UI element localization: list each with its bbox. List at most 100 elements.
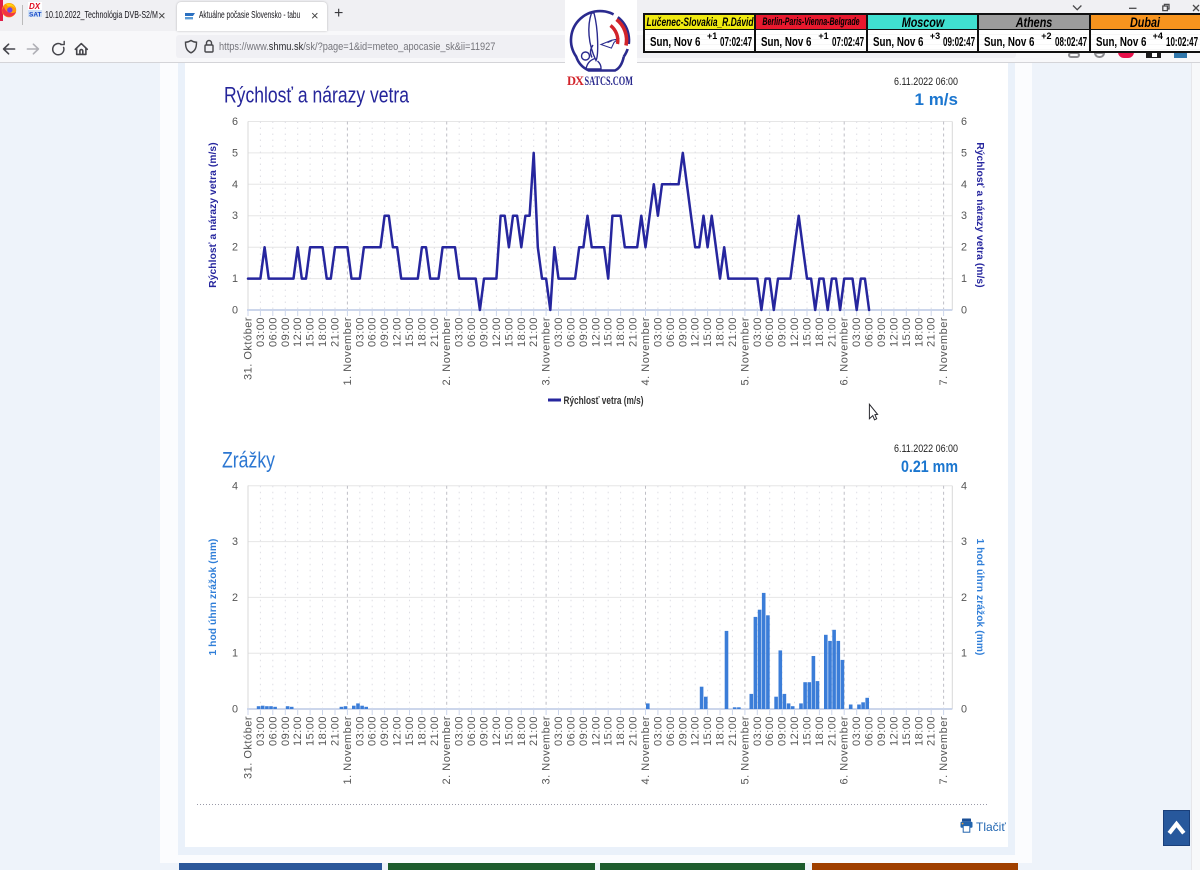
svg-text:03:00: 03:00 <box>652 716 664 746</box>
svg-text:12:00: 12:00 <box>789 716 801 746</box>
svg-text:09:00: 09:00 <box>578 716 590 746</box>
svg-text:3: 3 <box>961 536 967 548</box>
svg-text:1. November: 1. November <box>342 317 354 385</box>
svg-text:09:00: 09:00 <box>777 317 789 347</box>
svg-text:3: 3 <box>232 536 238 548</box>
svg-text:15:00: 15:00 <box>702 317 714 347</box>
svg-text:09:00: 09:00 <box>876 716 888 746</box>
svg-text:1 hod úhrn zrážok (mm): 1 hod úhrn zrážok (mm) <box>974 538 985 655</box>
svg-text:15:00: 15:00 <box>503 716 515 746</box>
svg-text:15:00: 15:00 <box>603 716 615 746</box>
svg-text:4. November: 4. November <box>640 317 652 385</box>
svg-text:DX: DX <box>29 2 41 11</box>
svg-text:21:00: 21:00 <box>528 317 540 347</box>
svg-text:12:00: 12:00 <box>888 317 900 347</box>
svg-text:21:00: 21:00 <box>429 716 441 746</box>
svg-text:6.11.2022 06:00: 6.11.2022 06:00 <box>894 76 958 88</box>
svg-text:1 hod úhrn zrážok (mm): 1 hod úhrn zrážok (mm) <box>208 538 219 655</box>
svg-text:1: 1 <box>961 648 967 660</box>
svg-text:03:00: 03:00 <box>553 317 565 347</box>
svg-text:09:00: 09:00 <box>479 317 491 347</box>
svg-text:21:00: 21:00 <box>727 716 739 746</box>
svg-text:12:00: 12:00 <box>590 716 602 746</box>
svg-text:4: 4 <box>961 179 967 191</box>
svg-text:12:00: 12:00 <box>690 716 702 746</box>
svg-text:21:00: 21:00 <box>330 716 342 746</box>
svg-text:4: 4 <box>961 480 967 492</box>
svg-text:6. November: 6. November <box>839 716 851 784</box>
svg-text:4: 4 <box>232 179 238 191</box>
svg-text:03:00: 03:00 <box>851 317 863 347</box>
svg-text:18:00: 18:00 <box>814 317 826 347</box>
svg-text:18:00: 18:00 <box>416 317 428 347</box>
svg-text:12:00: 12:00 <box>789 317 801 347</box>
svg-text:12:00: 12:00 <box>491 317 503 347</box>
svg-text:18:00: 18:00 <box>516 317 528 347</box>
svg-text:06:00: 06:00 <box>665 317 677 347</box>
svg-text:15:00: 15:00 <box>802 317 814 347</box>
svg-text:Rýchlosť vetra (m/s): Rýchlosť vetra (m/s) <box>564 395 644 407</box>
svg-text:4: 4 <box>232 480 238 492</box>
svg-text:09:00: 09:00 <box>777 716 789 746</box>
svg-text:09:00: 09:00 <box>379 317 391 347</box>
svg-text:1: 1 <box>961 273 967 285</box>
svg-text:21:00: 21:00 <box>628 716 640 746</box>
svg-text:18:00: 18:00 <box>317 716 329 746</box>
svg-text:18:00: 18:00 <box>913 317 925 347</box>
svg-text:18:00: 18:00 <box>715 317 727 347</box>
svg-text:2: 2 <box>232 242 238 254</box>
svg-text:5. November: 5. November <box>739 716 751 784</box>
svg-text:09:00: 09:00 <box>578 317 590 347</box>
svg-text:18:00: 18:00 <box>615 716 627 746</box>
svg-text:06:00: 06:00 <box>367 716 379 746</box>
svg-text:7. November: 7. November <box>938 317 950 385</box>
svg-text:0: 0 <box>961 305 967 317</box>
svg-text:06:00: 06:00 <box>665 716 677 746</box>
svg-text:3: 3 <box>961 210 967 222</box>
svg-text:3. November: 3. November <box>541 317 553 385</box>
svg-text:Rýchlosť a nárazy vetra (m/s): Rýchlosť a nárazy vetra (m/s) <box>208 142 219 287</box>
svg-text:2: 2 <box>232 592 238 604</box>
svg-text:06:00: 06:00 <box>267 716 279 746</box>
svg-text:1: 1 <box>232 273 238 285</box>
svg-text:2. November: 2. November <box>441 317 453 385</box>
svg-text:03:00: 03:00 <box>255 317 267 347</box>
svg-text:06:00: 06:00 <box>466 716 478 746</box>
svg-text:5. November: 5. November <box>739 317 751 385</box>
svg-text:7. November: 7. November <box>938 716 950 784</box>
svg-text:4. November: 4. November <box>640 716 652 784</box>
svg-text:15:00: 15:00 <box>305 716 317 746</box>
svg-text:09:00: 09:00 <box>677 716 689 746</box>
svg-text:12:00: 12:00 <box>392 317 404 347</box>
svg-text:1: 1 <box>232 648 238 660</box>
svg-text:21:00: 21:00 <box>926 317 938 347</box>
svg-text:1. November: 1. November <box>342 716 354 784</box>
svg-text:18:00: 18:00 <box>317 317 329 347</box>
svg-text:06:00: 06:00 <box>764 317 776 347</box>
svg-text:6. November: 6. November <box>839 317 851 385</box>
svg-text:18:00: 18:00 <box>516 716 528 746</box>
svg-text:12:00: 12:00 <box>690 317 702 347</box>
svg-text:2: 2 <box>961 592 967 604</box>
svg-text:09:00: 09:00 <box>280 317 292 347</box>
svg-text:2: 2 <box>961 242 967 254</box>
svg-text:15:00: 15:00 <box>404 317 416 347</box>
svg-text:06:00: 06:00 <box>566 716 578 746</box>
svg-text:Rýchlosť a nárazy vetra: Rýchlosť a nárazy vetra <box>224 83 410 108</box>
svg-text:06:00: 06:00 <box>466 317 478 347</box>
svg-text:03:00: 03:00 <box>454 716 466 746</box>
svg-text:12:00: 12:00 <box>292 317 304 347</box>
svg-text:21:00: 21:00 <box>727 317 739 347</box>
svg-text:3. November: 3. November <box>541 716 553 784</box>
svg-text:12:00: 12:00 <box>888 716 900 746</box>
svg-text:06:00: 06:00 <box>864 317 876 347</box>
svg-text:SATCS.COM: SATCS.COM <box>585 74 634 88</box>
svg-text:0.21 mm: 0.21 mm <box>901 457 958 476</box>
svg-text:31. Október: 31. Október <box>243 317 255 380</box>
svg-text:6: 6 <box>232 116 238 128</box>
svg-text:2. November: 2. November <box>441 716 453 784</box>
svg-text:3: 3 <box>232 210 238 222</box>
svg-text:15:00: 15:00 <box>305 317 317 347</box>
svg-text:SAT: SAT <box>29 12 42 18</box>
svg-text:21:00: 21:00 <box>826 317 838 347</box>
